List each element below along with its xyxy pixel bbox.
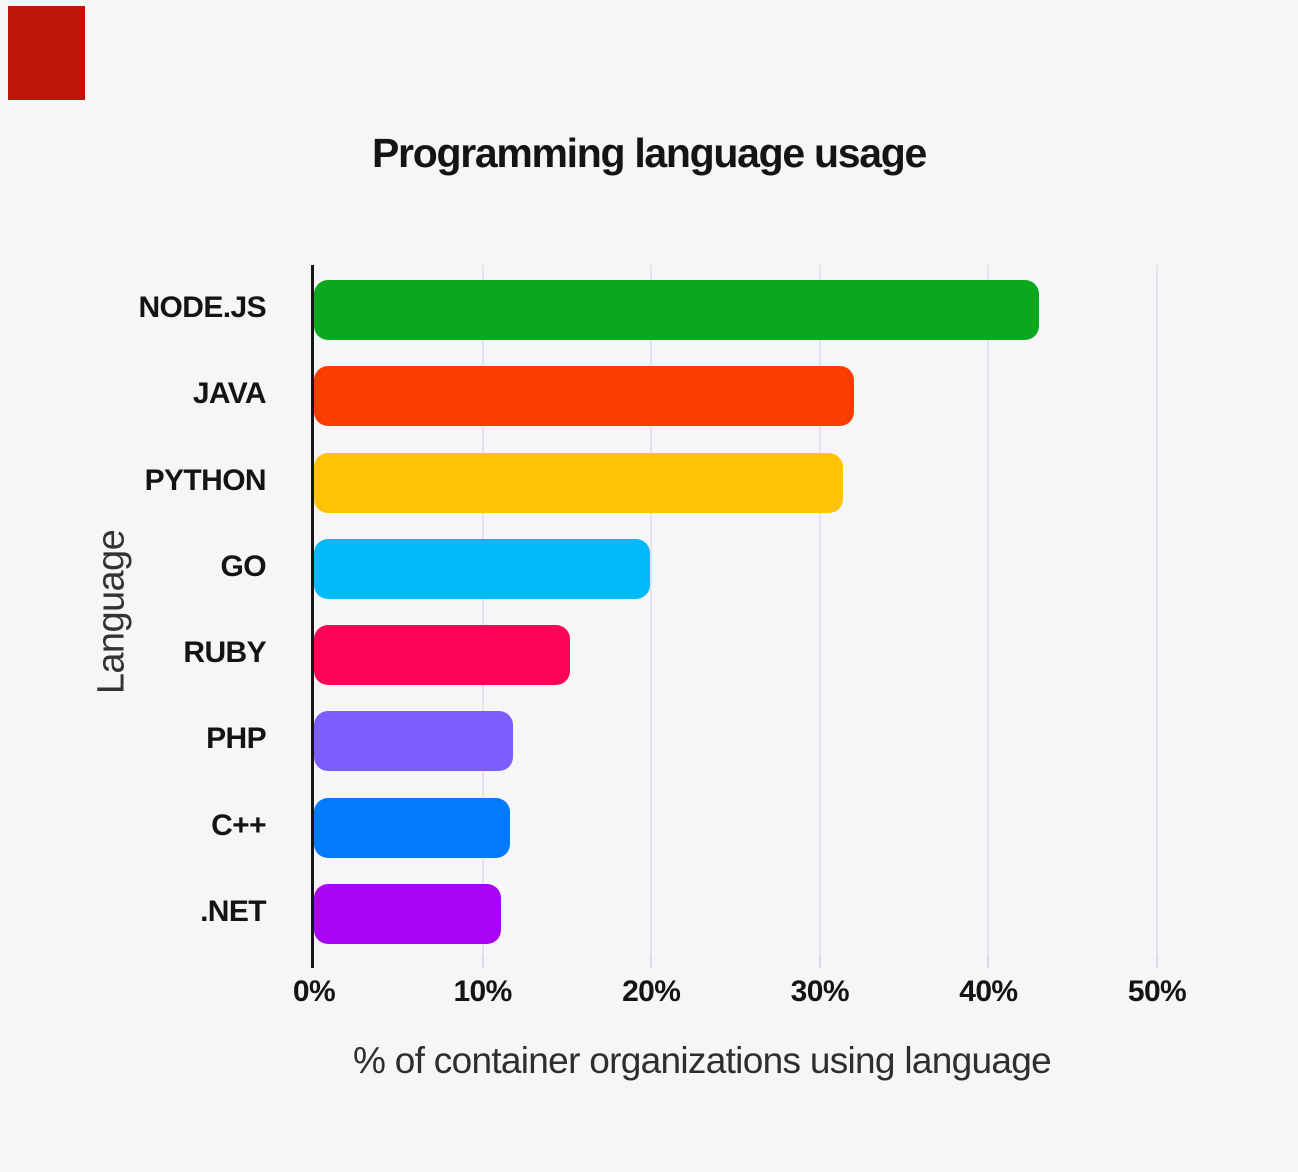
- bar: [314, 452, 844, 513]
- category-label-column: NODE.JS JAVA PYTHON GO RUBY PHP C++ .NET: [0, 265, 290, 955]
- gridline: [818, 265, 821, 955]
- x-tick-mark: [650, 955, 653, 968]
- plot-area: [311, 265, 1158, 968]
- gridline: [481, 265, 484, 955]
- bar: [314, 366, 854, 427]
- y-axis-spine: [311, 265, 314, 968]
- bar-row: [314, 610, 1157, 696]
- bar-row: [314, 438, 1157, 524]
- x-tick-mark: [1156, 955, 1158, 968]
- bar: [314, 711, 513, 772]
- x-tick-label: 20%: [622, 975, 681, 1008]
- category-label: RUBY: [183, 636, 266, 670]
- bar-row: [314, 265, 1157, 351]
- category-label: JAVA: [192, 377, 267, 411]
- corner-marker: [8, 6, 85, 100]
- x-tick-label: 40%: [959, 975, 1018, 1008]
- x-tick-mark: [987, 955, 990, 968]
- chart-title: Programming language usage: [372, 130, 927, 176]
- bar-row: [314, 351, 1157, 437]
- x-tick-label: 0%: [292, 975, 336, 1008]
- x-tick-row: 0% 10% 20% 30% 40% 50%: [293, 975, 1187, 1017]
- category-label: NODE.JS: [138, 291, 266, 325]
- bar: [314, 625, 571, 685]
- bar-row: [314, 783, 1157, 869]
- bar: [314, 883, 502, 944]
- bar: [314, 280, 1039, 340]
- gridline: [650, 265, 653, 955]
- category-label: PHP: [206, 722, 266, 756]
- gridline: [1156, 265, 1158, 955]
- category-label: PYTHON: [144, 463, 267, 497]
- category-label: C++: [211, 808, 267, 842]
- bar-row: [314, 524, 1157, 610]
- bar: [314, 797, 510, 858]
- x-tick-mark: [818, 955, 821, 968]
- x-tick-label: 50%: [1127, 975, 1187, 1008]
- bar: [314, 538, 650, 599]
- gridline: [987, 265, 990, 955]
- bar-row: [314, 869, 1157, 955]
- x-tick-label: 10%: [453, 975, 512, 1008]
- x-axis-label: % of container organizations using langu…: [352, 1040, 1052, 1081]
- category-label: .NET: [200, 894, 267, 928]
- x-tick-mark: [481, 955, 484, 968]
- bar-row: [314, 696, 1157, 782]
- category-label: GO: [220, 549, 267, 583]
- bar-group: [314, 265, 1157, 955]
- x-tick-label: 30%: [790, 975, 850, 1008]
